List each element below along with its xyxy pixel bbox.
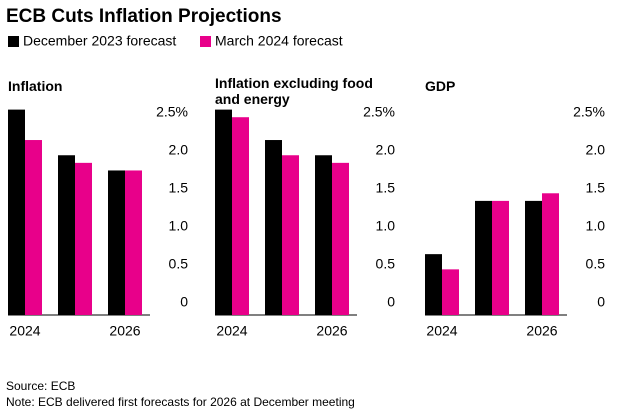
y-tick-label: 1.5 <box>586 180 606 196</box>
x-tick-label: 2024 <box>426 323 457 339</box>
source: Source: ECB <box>6 379 75 393</box>
y-tick-label: 1.0 <box>586 218 606 234</box>
chart-title: ECB Cuts Inflation Projections <box>6 6 282 27</box>
panel-title: GDP <box>425 78 456 94</box>
panel-title: Inflation excluding food and energy <box>215 75 373 107</box>
y-tick-label: 1.5 <box>169 180 189 196</box>
panel-title: Inflation <box>8 78 63 94</box>
legend-swatch <box>8 36 19 47</box>
bar <box>442 269 459 315</box>
bar <box>108 170 125 315</box>
y-tick-label: 0 <box>597 294 605 310</box>
bar <box>75 162 92 315</box>
y-tick-label: 0.5 <box>376 256 396 272</box>
y-tick-label: 2.0 <box>376 142 396 158</box>
y-tick-label: 0 <box>180 294 188 310</box>
legend-swatch <box>200 36 211 47</box>
bar <box>58 155 75 315</box>
bar <box>232 117 249 315</box>
bar <box>215 109 232 315</box>
bar <box>525 200 542 315</box>
note: Note: ECB delivered first forecasts for … <box>6 395 355 409</box>
y-tick-label: 0.5 <box>586 256 606 272</box>
legend-label: December 2023 forecast <box>23 33 176 49</box>
bar <box>475 200 492 315</box>
y-tick-label: 1.0 <box>376 218 396 234</box>
y-tick-label: 1.5 <box>376 180 396 196</box>
y-tick-label: 2.5% <box>573 104 605 120</box>
bar <box>282 155 299 315</box>
bar <box>125 170 142 315</box>
bar <box>315 155 332 315</box>
legend-label: March 2024 forecast <box>215 33 343 49</box>
x-tick-label: 2026 <box>316 323 347 339</box>
y-tick-label: 0 <box>387 294 395 310</box>
y-tick-label: 2.0 <box>169 142 189 158</box>
bar <box>542 193 559 315</box>
bar <box>425 254 442 315</box>
y-tick-label: 1.0 <box>169 218 189 234</box>
x-tick-label: 2026 <box>109 323 140 339</box>
y-tick-label: 2.5% <box>156 104 188 120</box>
bar <box>492 200 509 315</box>
x-tick-label: 2024 <box>216 323 247 339</box>
x-tick-label: 2026 <box>526 323 557 339</box>
y-tick-label: 0.5 <box>169 256 189 272</box>
y-tick-label: 2.5% <box>363 104 395 120</box>
y-tick-label: 2.0 <box>586 142 606 158</box>
x-tick-label: 2024 <box>9 323 40 339</box>
bar <box>265 140 282 315</box>
bar <box>25 140 42 315</box>
bar <box>332 162 349 315</box>
bar <box>8 109 25 315</box>
